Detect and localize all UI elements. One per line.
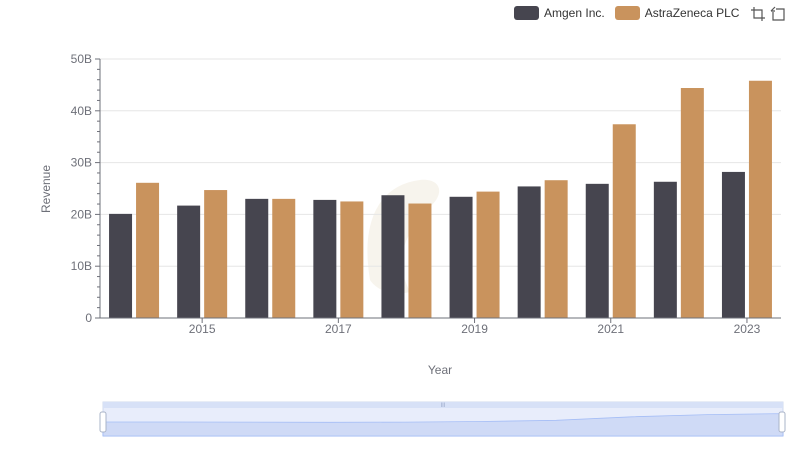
bar-amgen-2021[interactable]: [585, 183, 609, 318]
bar-amgen-2016[interactable]: [245, 198, 269, 318]
bar-astrazeneca-2015[interactable]: [204, 190, 228, 318]
x-axis-title: Year: [428, 363, 452, 377]
bar-astrazeneca-2019[interactable]: [476, 191, 500, 318]
legend-swatch-amgen: [514, 6, 539, 20]
legend-item-amgen[interactable]: Amgen Inc.: [514, 6, 605, 20]
zoom-reset-icon[interactable]: [770, 6, 786, 22]
legend-label-astrazeneca: AstraZeneca PLC: [644, 6, 740, 20]
legend-label-amgen: Amgen Inc.: [544, 6, 605, 20]
bar-astrazeneca-2017[interactable]: [340, 201, 364, 318]
y-tick-label: 0: [85, 311, 92, 325]
bar-astrazeneca-2016[interactable]: [272, 198, 296, 318]
bar-amgen-2019[interactable]: [449, 196, 473, 318]
bar-astrazeneca-2020[interactable]: [544, 180, 568, 318]
bar-amgen-2020[interactable]: [517, 186, 541, 318]
zoom-icon[interactable]: [750, 6, 766, 22]
y-tick-label: 50B: [71, 52, 92, 66]
grid-lines: [100, 58, 781, 267]
bars: [109, 80, 772, 319]
y-tick-label: 40B: [71, 104, 92, 118]
bar-amgen-2018[interactable]: [381, 195, 405, 318]
bar-amgen-2014[interactable]: [109, 213, 133, 318]
bar-astrazeneca-2014[interactable]: [136, 182, 160, 318]
datazoom-top-bar[interactable]: [103, 402, 783, 408]
datazoom-slider[interactable]: III: [99, 401, 786, 437]
x-tick-label: 2015: [189, 322, 216, 336]
toolbox: [746, 6, 786, 22]
bar-astrazeneca-2022[interactable]: [680, 88, 704, 319]
datazoom-handle-right[interactable]: [778, 411, 786, 433]
datazoom-grip-icon[interactable]: III: [440, 403, 445, 409]
y-tick-label: 20B: [71, 207, 92, 221]
x-tick-label: 2023: [734, 322, 761, 336]
y-tick-label: 30B: [71, 156, 92, 170]
x-tick-label: 2019: [461, 322, 488, 336]
legend-swatch-astrazeneca: [614, 6, 640, 20]
x-tick-label: 2017: [325, 322, 352, 336]
y-tick-label: 10B: [71, 259, 92, 273]
y-axis-title: Revenue: [39, 165, 53, 213]
x-tick-label: 2021: [597, 322, 624, 336]
bar-astrazeneca-2018[interactable]: [408, 203, 432, 318]
bar-amgen-2015[interactable]: [177, 205, 201, 318]
legend: Amgen Inc. AstraZeneca PLC: [514, 4, 749, 22]
y-axis: 0 10B 20B 30B 40B 50B: [71, 52, 101, 325]
legend-item-astrazeneca[interactable]: AstraZeneca PLC: [614, 6, 740, 20]
bar-amgen-2023[interactable]: [721, 171, 745, 318]
x-axis: 2015 2017 2019 2021 2023: [100, 317, 781, 336]
bar-astrazeneca-2021[interactable]: [612, 124, 636, 318]
bar-amgen-2017[interactable]: [313, 199, 337, 318]
bar-astrazeneca-2023[interactable]: [748, 80, 772, 318]
datazoom-handle-left[interactable]: [99, 411, 107, 433]
bar-amgen-2022[interactable]: [653, 181, 677, 318]
